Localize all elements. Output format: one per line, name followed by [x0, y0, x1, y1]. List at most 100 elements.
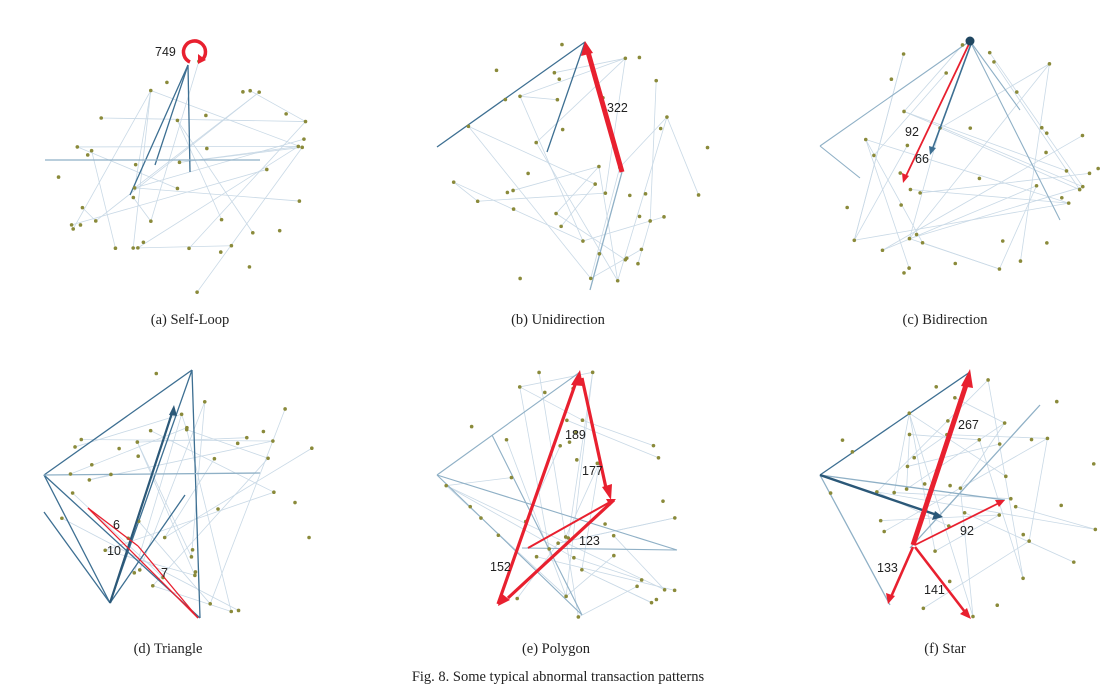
graph-node [845, 205, 849, 210]
graph-node [908, 187, 913, 192]
graph-node [639, 247, 644, 252]
faint-edge [82, 207, 97, 222]
graph-node [511, 188, 515, 193]
graph-node [229, 609, 234, 614]
graph-node [1047, 62, 1052, 66]
graph-node [296, 144, 301, 149]
faint-edge [95, 91, 260, 222]
faint-edge [71, 169, 267, 226]
graph-node [576, 615, 581, 619]
graph-node [559, 224, 563, 229]
graph-node [567, 440, 572, 444]
faint-edge [188, 121, 306, 249]
faint-edge [152, 458, 269, 587]
graph-node [696, 193, 701, 197]
faint-edge [613, 535, 665, 591]
polygon-graph: 189 177 152 123 [436, 370, 678, 619]
faint-edge [619, 116, 668, 168]
graph-node [1013, 504, 1018, 509]
edge-label-10: 10 [107, 544, 121, 558]
graph-node [977, 176, 982, 181]
graph-node [850, 450, 855, 454]
graph-node [552, 70, 557, 75]
arrow-66 [931, 43, 972, 151]
graph-node [496, 533, 501, 538]
graph-node [89, 148, 94, 153]
faint-edge [960, 422, 1005, 489]
faint-edge [666, 116, 699, 196]
graph-node [705, 145, 710, 150]
graph-node [1045, 241, 1049, 245]
faint-edge [136, 441, 192, 558]
faint-edge [906, 422, 1005, 490]
faint-edge [909, 434, 980, 441]
highlight-edges [436, 41, 623, 291]
faint-edges [61, 401, 313, 612]
arrowhead-blue-up [169, 405, 177, 416]
faint-edge [560, 183, 596, 227]
caption-bidirection: (c) Bidirection [902, 312, 988, 328]
graph-node [68, 472, 73, 476]
faint-edge [913, 434, 948, 459]
graph-node [534, 140, 538, 145]
nodes [60, 371, 314, 614]
graph-node [623, 258, 628, 262]
graph-node [673, 516, 677, 520]
faint-edge [882, 185, 1037, 251]
caption-unidirection: (b) Unidirection [511, 312, 605, 328]
graph-node [580, 568, 584, 572]
faint-edge [137, 437, 247, 443]
graph-node [90, 462, 94, 467]
faint-edge [77, 146, 178, 189]
graph-node [921, 606, 926, 611]
graph-node [75, 145, 80, 149]
graph-node [1044, 131, 1049, 135]
graph-node [557, 77, 562, 81]
graph-node [922, 482, 927, 486]
faint-edge [186, 429, 269, 459]
graph-node [572, 555, 576, 560]
faint-edge [468, 125, 596, 185]
faint-edge [506, 439, 567, 597]
faint-edges [876, 379, 1096, 617]
faint-edge [565, 555, 615, 597]
graph-node [901, 52, 906, 56]
faint-edge [865, 139, 910, 269]
graph-node [518, 94, 522, 99]
graph-node [261, 429, 266, 434]
graph-node [479, 516, 483, 520]
faint-edge [519, 95, 558, 101]
graph-node [193, 570, 198, 574]
arrow-141 [913, 546, 967, 613]
graph-node [69, 223, 74, 227]
graph-node [912, 455, 916, 460]
faint-edge [954, 397, 1005, 424]
faint-edge [590, 249, 642, 279]
graph-node [934, 385, 939, 389]
graph-node [79, 437, 84, 442]
graph-node [953, 261, 958, 266]
graph-node [248, 88, 252, 93]
faint-edge [538, 372, 579, 618]
faint-edge [876, 491, 1096, 530]
graph-node [968, 126, 973, 130]
arrowhead-blue-star [932, 511, 943, 520]
graph-node [503, 97, 508, 102]
faint-edge [150, 61, 200, 222]
faint-edge [946, 434, 1048, 439]
arrowhead-189 [571, 370, 583, 386]
graph-node [995, 603, 1000, 608]
faint-edge [909, 127, 941, 239]
graph-node [71, 227, 75, 231]
arrowhead-133 [886, 593, 895, 604]
arrowhead-141 [960, 608, 971, 619]
graph-node [933, 549, 937, 553]
faint-edge [903, 111, 1083, 188]
graph-node [997, 513, 1002, 517]
graph-node [193, 573, 197, 578]
graph-node [863, 137, 868, 142]
faint-edge [909, 186, 1083, 239]
graph-node [914, 232, 919, 237]
graph-node [509, 475, 514, 480]
graph-node [543, 390, 547, 395]
